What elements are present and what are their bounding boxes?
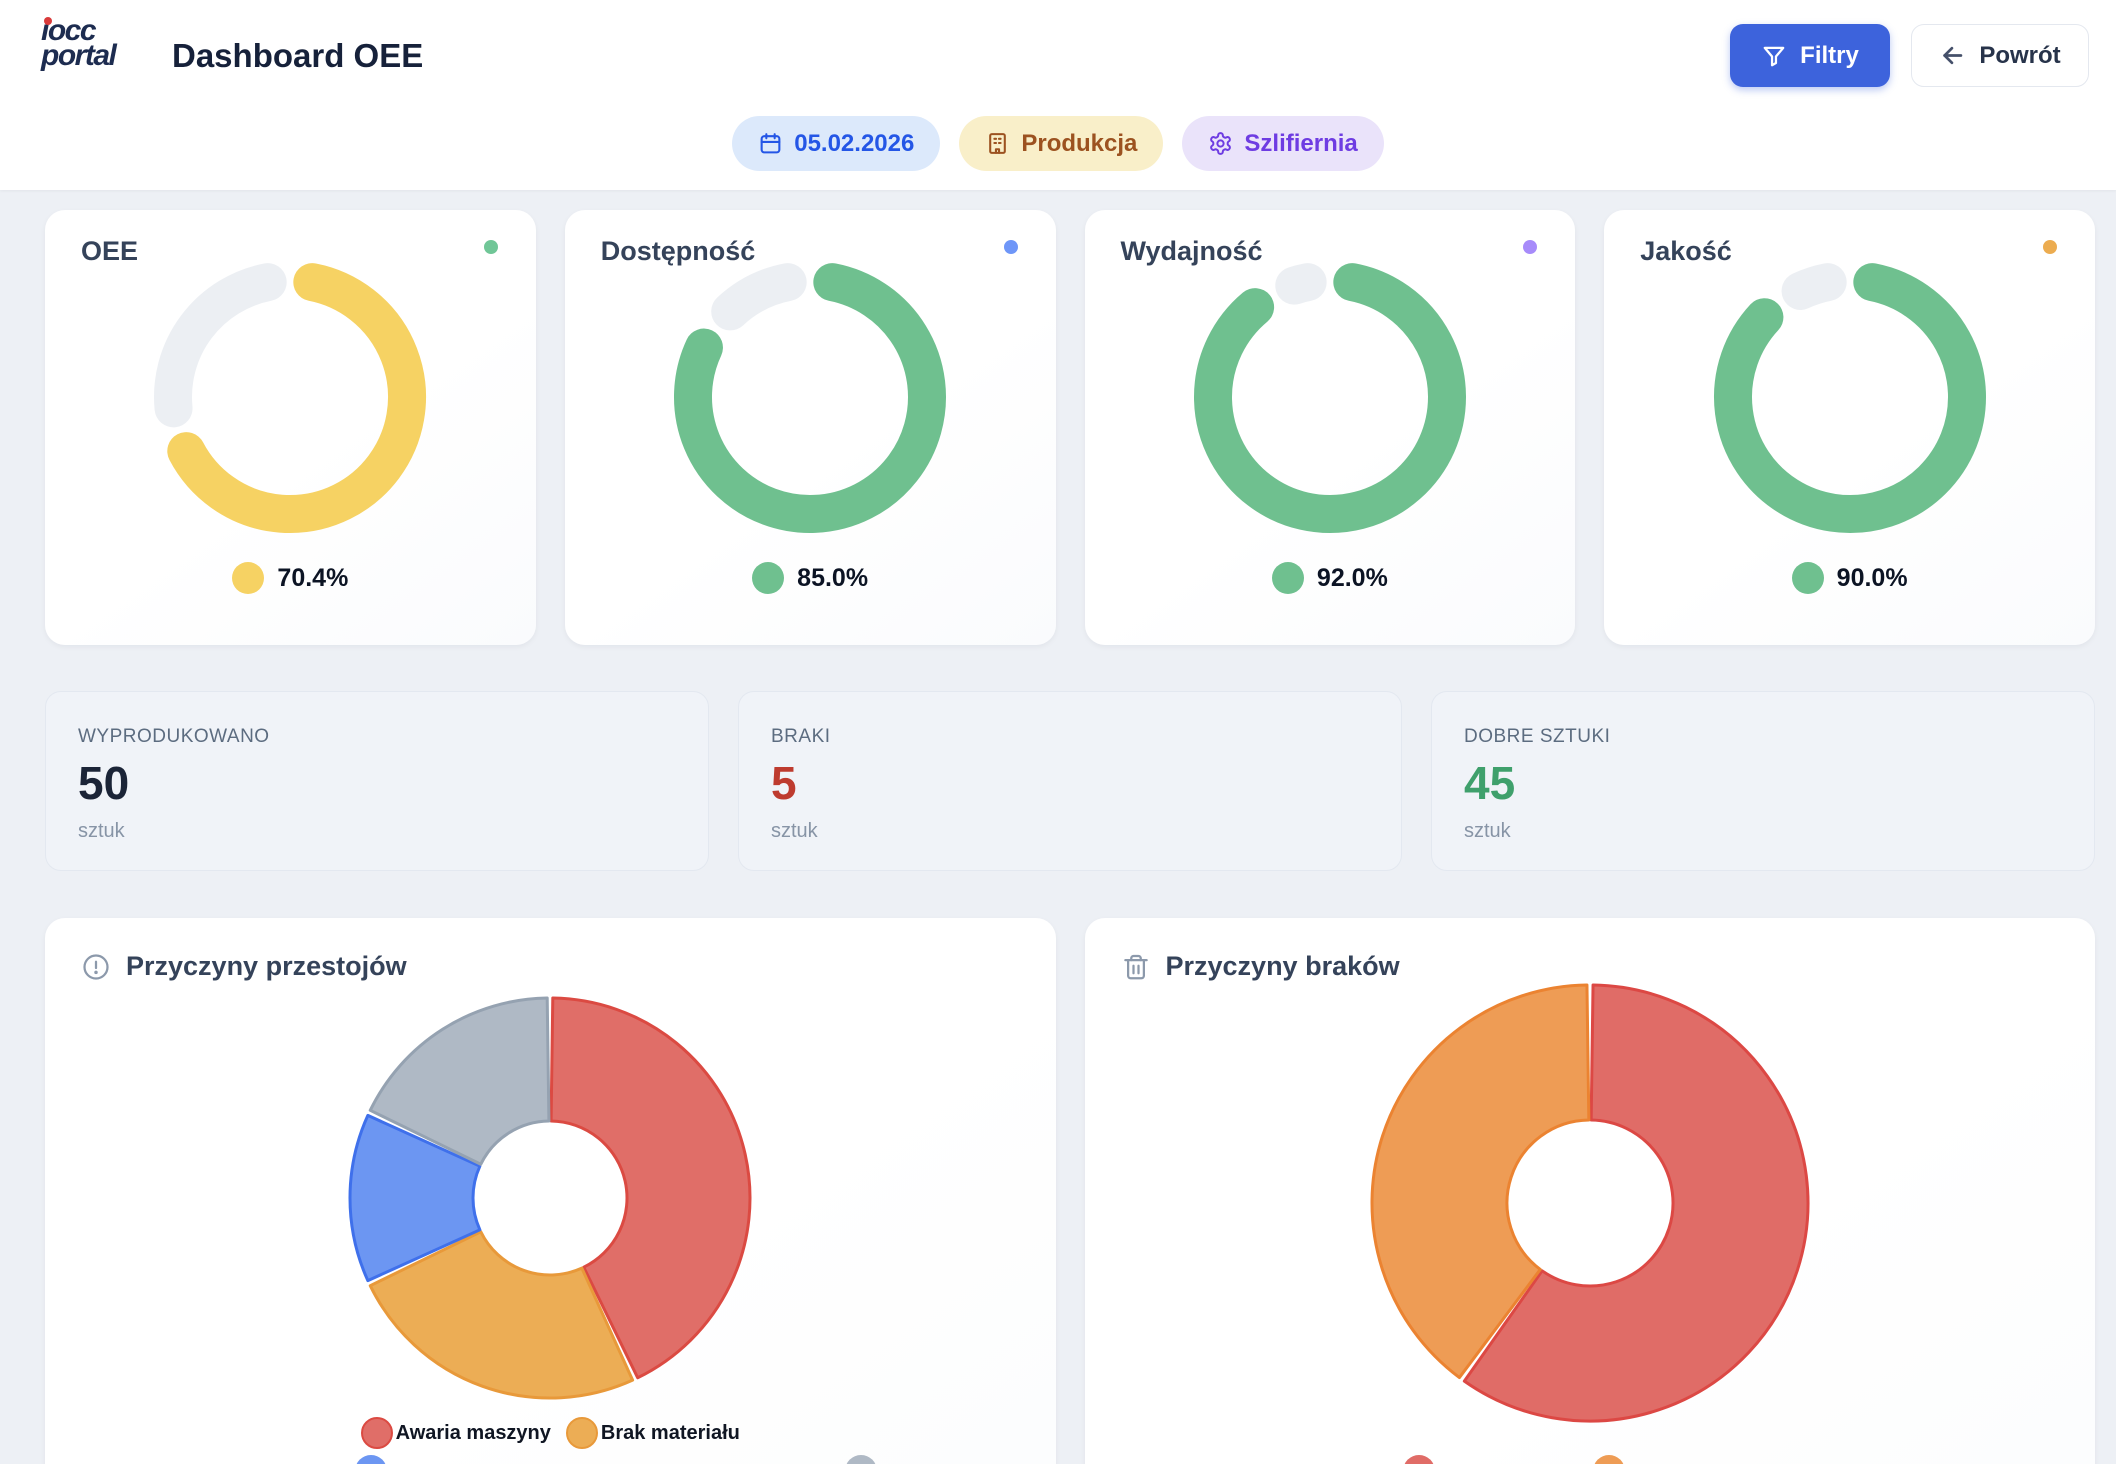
legend-dot xyxy=(360,1417,393,1449)
downtime-reasons-card: Przyczyny przestojów Awaria maszyny Brak… xyxy=(45,918,1056,1464)
stat-value: 45 xyxy=(1464,757,1516,809)
factory-icon xyxy=(985,131,1010,156)
back-button[interactable]: Powrót xyxy=(1911,24,2089,87)
page-title: Dashboard OEE xyxy=(172,37,424,74)
legend-dot xyxy=(565,1417,598,1449)
dashboard-content: OEE 70.4% Dostępność 85.0% Wydajność 92. xyxy=(0,210,2116,1464)
chip-area-label: Szlifiernia xyxy=(1244,129,1358,157)
gauge-value: 85.0% xyxy=(797,563,869,592)
funnel-icon xyxy=(1761,43,1787,69)
gauge-legend: 92.0% xyxy=(1085,562,1576,594)
stat-value: 50 xyxy=(78,757,130,809)
gauge-title: Wydajność xyxy=(1120,236,1263,266)
gauge-card-availability: Dostępność 85.0% xyxy=(564,210,1056,645)
stat-card-defects: BRAKI 5 sztuk xyxy=(738,691,1402,871)
gauge-value: 90.0% xyxy=(1836,563,1908,592)
stat-label: BRAKI xyxy=(771,726,831,747)
chip-date-label: 05.02.2026 xyxy=(794,129,915,157)
logo-line2: portal xyxy=(41,39,117,72)
logo-dot xyxy=(44,17,52,25)
chip-department[interactable]: Produkcja xyxy=(959,116,1164,171)
chart-title: Przyczyny przestojów xyxy=(126,951,407,981)
status-dot xyxy=(2043,240,2057,254)
stat-card-good-parts: DOBRE SZTUKI 45 sztuk xyxy=(1431,691,2095,871)
defect-reasons-card: Przyczyny braków xyxy=(1084,918,2095,1464)
legend-label: Awaria maszyny xyxy=(395,1421,551,1444)
charts-row: Przyczyny przestojów Awaria maszyny Brak… xyxy=(45,918,2095,1464)
status-dot xyxy=(1003,240,1018,254)
calendar-icon xyxy=(758,131,783,156)
defects-donut-chart[interactable] xyxy=(1367,980,1813,1426)
gauge-legend: 70.4% xyxy=(45,562,536,594)
performance-gauge-chart[interactable] xyxy=(1190,257,1470,537)
chart-header: Przyczyny przestojów xyxy=(81,951,407,982)
app-logo: iocc portal xyxy=(41,16,117,72)
gear-icon xyxy=(1208,131,1233,156)
stats-row: WYPRODUKOWANO 50 sztuk BRAKI 5 sztuk DOB… xyxy=(45,691,2095,871)
arrow-left-icon xyxy=(1939,42,1966,69)
gauge-title: Jakość xyxy=(1640,236,1732,266)
chart-title: Przyczyny braków xyxy=(1165,951,1400,981)
stat-label: WYPRODUKOWANO xyxy=(78,726,270,747)
chip-date[interactable]: 05.02.2026 xyxy=(732,116,941,171)
status-dot xyxy=(483,240,498,254)
availability-gauge-chart[interactable] xyxy=(670,257,950,537)
gauge-legend: 85.0% xyxy=(565,562,1056,594)
gauge-value: 70.4% xyxy=(277,563,349,592)
back-button-label: Powrót xyxy=(1979,41,2061,69)
gauge-title: OEE xyxy=(81,236,139,266)
legend-dot[interactable] xyxy=(1592,1455,1625,1464)
stat-unit: sztuk xyxy=(1464,820,1511,842)
legend-dot[interactable] xyxy=(355,1455,387,1464)
downtime-donut-chart[interactable] xyxy=(345,993,755,1403)
trash-icon xyxy=(1121,952,1151,982)
chip-area[interactable]: Szlifiernia xyxy=(1182,116,1384,171)
legend-dot xyxy=(752,562,785,594)
legend-item[interactable]: Brak materiału xyxy=(565,1417,740,1449)
stat-unit: sztuk xyxy=(771,820,818,842)
gauge-card-quality: Jakość 90.0% xyxy=(1604,210,2095,645)
filters-button[interactable]: Filtry xyxy=(1730,24,1890,87)
chip-department-label: Produkcja xyxy=(1021,129,1138,157)
header-actions: Filtry Powrót xyxy=(1730,24,2089,87)
filter-chips: 05.02.2026 Produkcja Szlifiernia xyxy=(0,116,2116,171)
stat-value: 5 xyxy=(771,757,797,809)
stat-label: DOBRE SZTUKI xyxy=(1464,726,1611,747)
filters-button-label: Filtry xyxy=(1800,41,1859,69)
app-header: iocc portal Dashboard OEE Filtry Powrót … xyxy=(0,0,2116,190)
quality-gauge-chart[interactable] xyxy=(1710,257,1990,537)
gauge-title: Dostępność xyxy=(600,236,756,266)
gauge-row: OEE 70.4% Dostępność 85.0% Wydajność 92. xyxy=(45,210,2095,645)
stat-card-produced: WYPRODUKOWANO 50 sztuk xyxy=(45,691,709,871)
legend-dot[interactable] xyxy=(1402,1455,1435,1464)
legend-item[interactable]: Awaria maszyny xyxy=(360,1417,551,1449)
downtime-legend: Awaria maszyny Brak materiału xyxy=(45,1417,1056,1449)
legend-label: Brak materiału xyxy=(600,1421,740,1444)
gauge-card-oee: OEE 70.4% xyxy=(45,210,536,645)
gauge-legend: 90.0% xyxy=(1604,562,2095,594)
legend-dot xyxy=(1791,562,1824,594)
legend-dot[interactable] xyxy=(845,1455,877,1464)
gauge-value: 92.0% xyxy=(1316,563,1388,592)
oee-gauge-chart[interactable] xyxy=(150,257,430,537)
chart-header: Przyczyny braków xyxy=(1121,951,1400,982)
stat-unit: sztuk xyxy=(78,820,125,842)
legend-dot xyxy=(1271,562,1304,594)
gauge-card-performance: Wydajność 92.0% xyxy=(1084,210,1576,645)
legend-dot xyxy=(232,562,265,594)
alert-circle-icon xyxy=(81,952,111,982)
status-dot xyxy=(1523,240,1538,254)
